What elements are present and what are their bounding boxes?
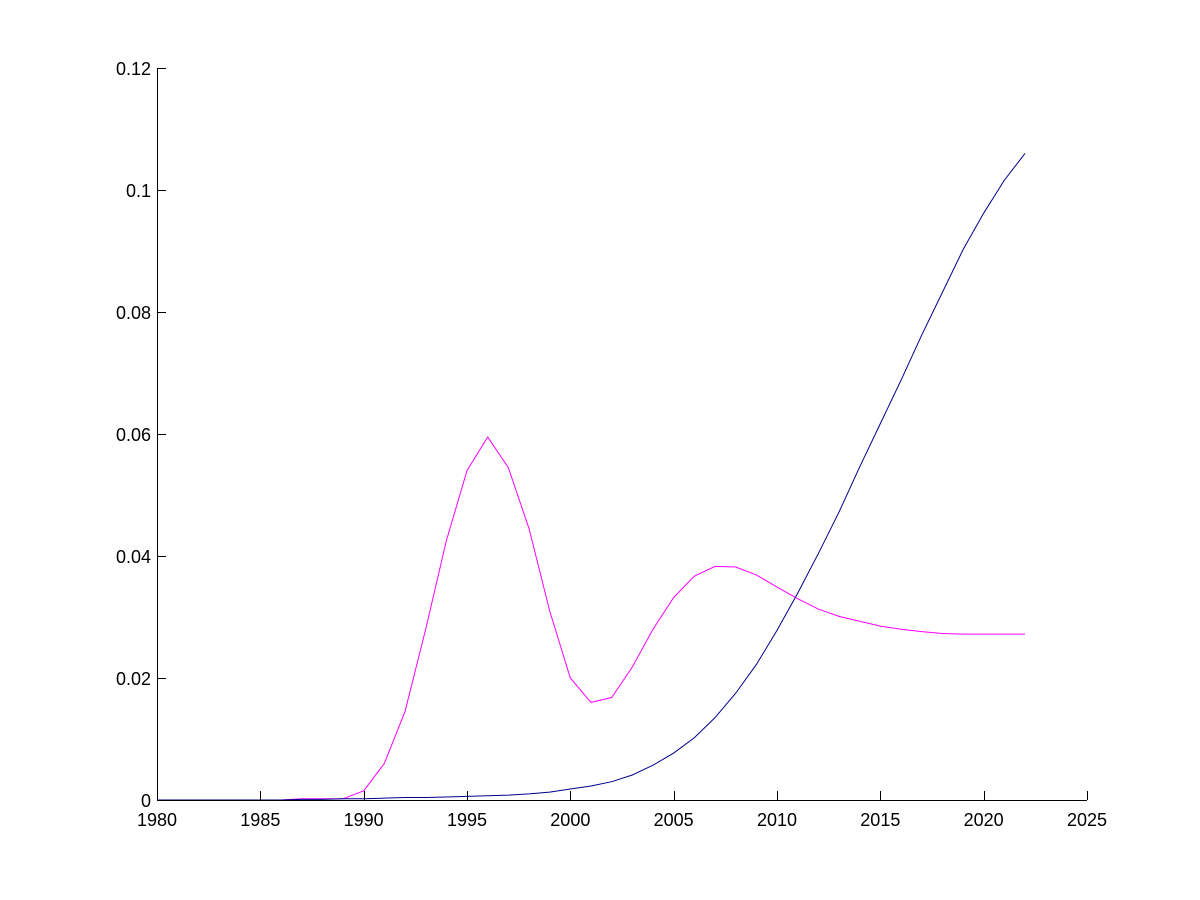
series-line-1 (157, 436, 1025, 801)
x-tick-label: 1985 (240, 810, 280, 830)
x-tick-label: 2000 (550, 810, 590, 830)
y-tick-label: 0.1 (126, 181, 151, 201)
y-ticks: 0 0.02 0.04 0.06 0.08 0.1 0.12 (116, 59, 166, 811)
x-tick-label: 1990 (344, 810, 384, 830)
x-tick-label: 2005 (654, 810, 694, 830)
y-tick-label: 0 (141, 791, 151, 811)
x-tick-label: 2020 (964, 810, 1004, 830)
x-tick-label: 2025 (1067, 810, 1107, 830)
y-tick-label: 0.04 (116, 547, 151, 567)
series-layer (157, 153, 1026, 801)
y-tick-label: 0.12 (116, 59, 151, 79)
x-tick-label: 2015 (860, 810, 900, 830)
y-tick-label: 0.08 (116, 303, 151, 323)
y-tick-label: 0.02 (116, 669, 151, 689)
x-tick-label: 2010 (757, 810, 797, 830)
x-tick-label: 1995 (447, 810, 487, 830)
y-tick-label: 0.06 (116, 425, 151, 445)
series-line-2 (157, 153, 1026, 801)
x-tick-label: 1980 (137, 810, 177, 830)
x-ticks: 1980 1985 1990 1995 2000 2005 2010 2015 2020 2025 (137, 791, 1107, 830)
